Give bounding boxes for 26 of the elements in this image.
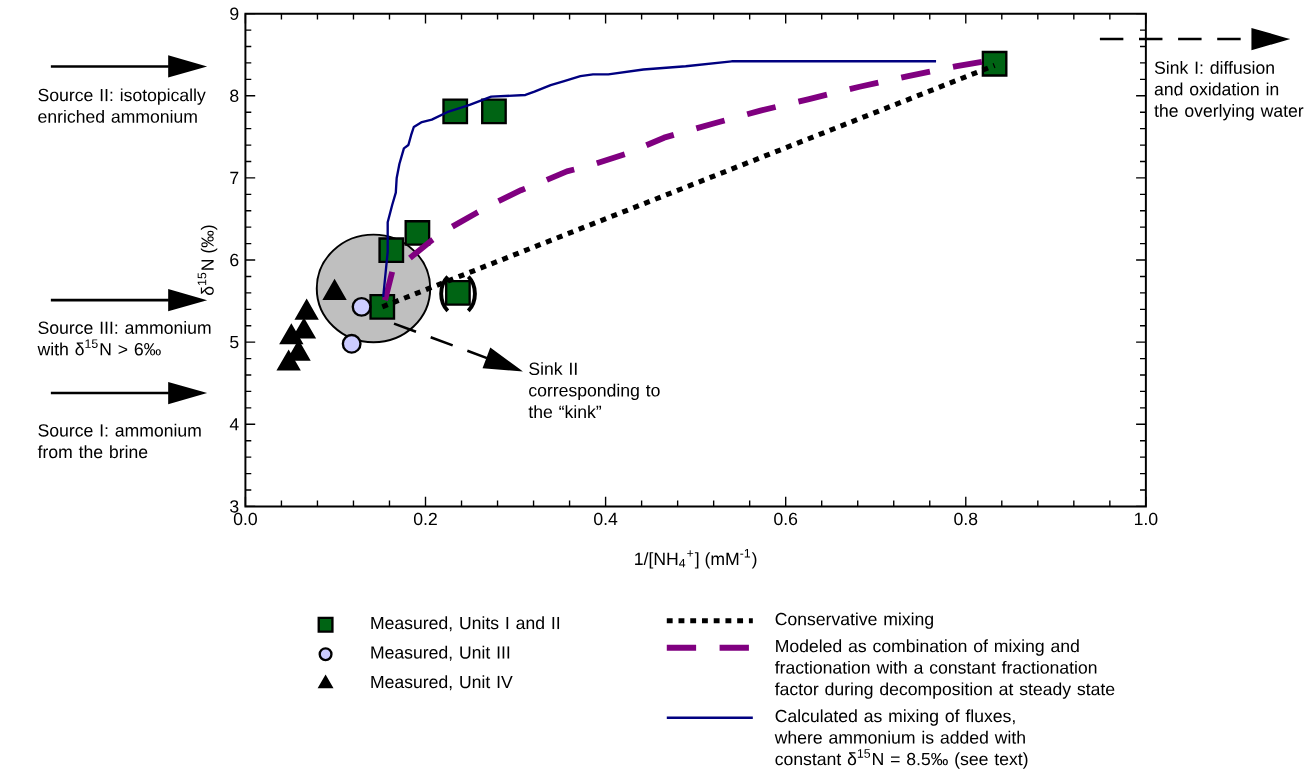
- x-tick-label: 1.0: [1134, 512, 1158, 526]
- y-tick-label: 9: [230, 7, 239, 20]
- legend-label: Measured, Units I and II: [371, 616, 560, 632]
- y-tick-label: 3: [230, 500, 239, 513]
- y-tick-label: 8: [230, 89, 239, 102]
- y-tick-label: 6: [230, 253, 239, 267]
- legend-label: Measured, Unit III: [371, 645, 510, 661]
- x-tick-label: 0.2: [413, 512, 437, 526]
- source-note: Source III: ammonium with δ$^{15}$N > 6‰: [37, 321, 211, 356]
- text: Sink I: diffusion and oxidation in the overlying water: [1154, 60, 1304, 121]
- legend-label: Measured, Unit IV: [371, 675, 513, 691]
- x-tick-label: 0.4: [594, 512, 618, 526]
- x-tick-label: 0.8: [954, 512, 978, 526]
- y-tick-label: 7: [230, 171, 239, 184]
- legend-label: Calculated as mixing of fluxes, where ammonium is added with constant δ$^{15}$N = 8.5‰ (see text): [774, 709, 1028, 769]
- y-tick-label: 5: [230, 336, 239, 349]
- x-tick-label: 0.6: [774, 512, 798, 526]
- y-axis-title: δ$^{15}$N (‰): [197, 225, 218, 295]
- source-note: Source I: ammonium from the brine: [37, 423, 201, 459]
- source-note: Source II: isotopically enriched ammonium: [38, 88, 206, 123]
- x-tick-label: 0.0: [233, 512, 257, 526]
- annotation: Sink II corresponding to the “kink”: [528, 362, 660, 419]
- legend-label: Conservative mixing: [775, 612, 933, 629]
- y-tick-label: 4: [229, 418, 239, 431]
- x-axis-title: 1/[NH$_{4}$$^{+}$] (mM$^{-1}$): [635, 548, 757, 569]
- legend-label: Modeled as combination of mixing and fractionation with a constant fractionation factor during decomposition at steady state: [774, 639, 1115, 699]
